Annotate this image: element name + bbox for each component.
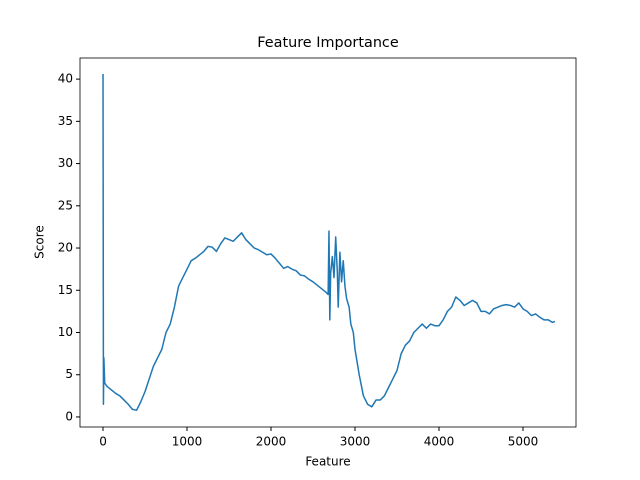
- y-tick-label: 5: [65, 367, 73, 381]
- chart-title: Feature Importance: [257, 35, 399, 51]
- y-tick-label: 15: [58, 283, 73, 297]
- plot-frame: [79, 57, 577, 428]
- x-tick-label: 0: [99, 435, 107, 449]
- y-tick-label: 35: [58, 114, 73, 128]
- data-line: [102, 74, 556, 411]
- y-tick-label: 30: [58, 156, 73, 170]
- y-tick-label: 0: [65, 409, 73, 423]
- y-tick-label: 40: [58, 72, 73, 86]
- x-tick-label: 3000: [340, 435, 371, 449]
- y-tick-label: 25: [58, 198, 73, 212]
- x-tick-label: 4000: [424, 435, 455, 449]
- x-axis-label: Feature: [305, 455, 350, 469]
- y-axis-label: Score: [33, 225, 47, 259]
- x-tick-label: 1000: [172, 435, 203, 449]
- x-tick-label: 5000: [508, 435, 539, 449]
- x-tick-label: 2000: [256, 435, 287, 449]
- y-tick-label: 20: [58, 241, 73, 255]
- y-tick-label: 10: [58, 325, 73, 339]
